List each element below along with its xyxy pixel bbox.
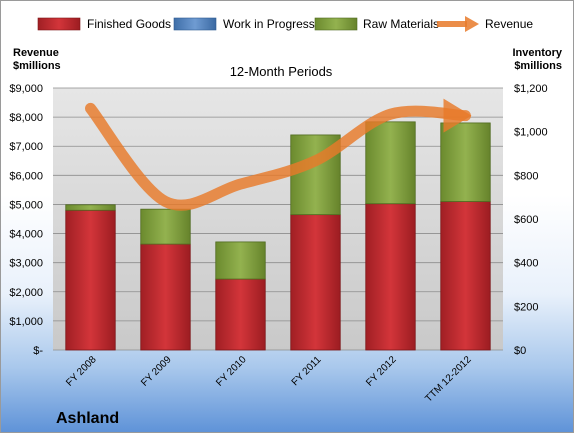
x-tick-label: FY 2008 xyxy=(64,354,99,389)
left-tick-label: $3,000 xyxy=(9,258,43,270)
legend-swatch-finished-goods xyxy=(37,17,81,31)
left-tick-label: $5,000 xyxy=(9,199,43,211)
legend-label-revenue: Revenue xyxy=(485,17,533,31)
left-tick-label: $4,000 xyxy=(9,229,43,241)
right-tick-label: $1,200 xyxy=(514,83,548,95)
left-tick-label: $6,000 xyxy=(9,170,43,182)
x-axis-labels: FY 2008 FY 2009 FY 2010 FY 2011 FY 2012 TTM 1… xyxy=(64,354,474,405)
bar-raw-materials xyxy=(65,204,116,211)
revenue-arrowhead xyxy=(443,98,472,133)
legend-swatch-work-in-progress xyxy=(173,17,217,31)
x-tick-label: TTM 12-2012 xyxy=(423,354,474,405)
x-tick-label: FY 2009 xyxy=(139,354,174,389)
chart-title: 12-Month Periods xyxy=(230,64,333,79)
bar-finished-goods xyxy=(440,201,491,351)
bar-raw-materials xyxy=(215,241,266,280)
right-axis-title-line1: Inventory xyxy=(512,47,562,59)
revenue-line-layer xyxy=(85,98,472,211)
right-tick-label: $800 xyxy=(514,170,538,182)
legend-label-raw-materials: Raw Materials xyxy=(363,17,439,31)
left-tick-label: $9,000 xyxy=(9,83,43,95)
bar-raw-materials xyxy=(365,121,416,205)
legend-swatch-raw-materials xyxy=(314,17,358,31)
legend-label-finished-goods: Finished Goods xyxy=(87,17,171,31)
bar-finished-goods xyxy=(65,209,116,351)
company-name: Ashland xyxy=(56,410,119,427)
bar-finished-goods xyxy=(140,243,191,351)
left-axis-title-line2: $millions xyxy=(13,60,61,72)
left-tick-label: $7,000 xyxy=(9,141,43,153)
bar-finished-goods xyxy=(365,203,416,351)
left-axis-title-line1: Revenue xyxy=(13,47,59,59)
bar-raw-materials xyxy=(140,208,191,245)
plot-area xyxy=(53,88,503,350)
legend: Finished Goods Work in Progress Raw Mate… xyxy=(37,16,533,32)
right-axis-ticks: $0 $200 $400 $600 $800 $1,000 $1,200 xyxy=(514,83,548,357)
left-axis-ticks: $- $1,000 $2,000 $3,000 $4,000 $5,000 $6,000 $7… xyxy=(9,83,43,357)
left-tick-label: $- xyxy=(33,345,43,357)
right-tick-label: $1,000 xyxy=(514,127,548,139)
left-tick-label: $8,000 xyxy=(9,112,43,124)
x-tick-label: FY 2011 xyxy=(290,354,324,388)
right-tick-label: $0 xyxy=(514,345,526,357)
legend-swatch-revenue xyxy=(437,16,479,32)
x-tick-label: FY 2010 xyxy=(214,354,249,389)
left-tick-label: $1,000 xyxy=(9,316,43,328)
right-tick-label: $600 xyxy=(514,214,538,226)
left-tick-label: $2,000 xyxy=(9,287,43,299)
bar-finished-goods xyxy=(215,278,266,351)
x-tick-label: FY 2012 xyxy=(364,354,399,389)
bar-raw-materials xyxy=(440,122,491,202)
right-tick-label: $200 xyxy=(514,301,538,313)
right-tick-label: $400 xyxy=(514,258,538,270)
legend-label-work-in-progress: Work in Progress xyxy=(223,17,315,31)
bar-finished-goods xyxy=(290,214,341,351)
revenue-line xyxy=(85,102,471,211)
right-axis-title-line2: $millions xyxy=(514,60,562,72)
